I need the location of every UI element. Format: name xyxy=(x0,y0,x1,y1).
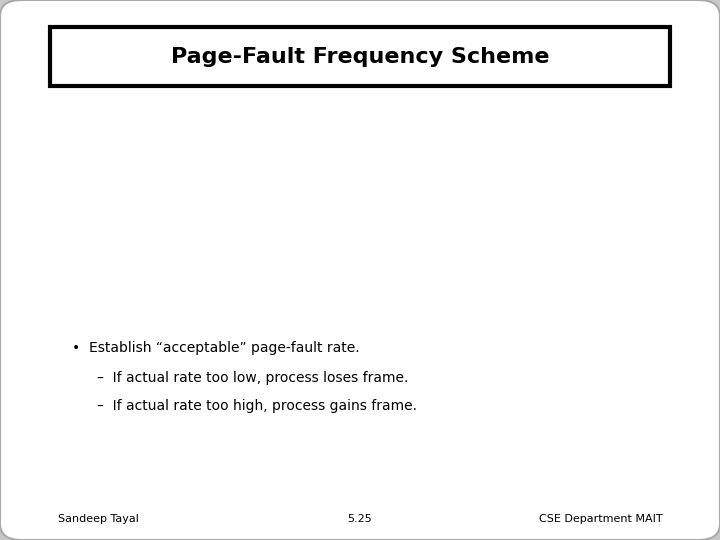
Text: •  Establish “acceptable” page-fault rate.: • Establish “acceptable” page-fault rate… xyxy=(72,341,359,355)
Text: CSE Department MAIT: CSE Department MAIT xyxy=(539,514,662,524)
Text: –  If actual rate too high, process gains frame.: – If actual rate too high, process gains… xyxy=(97,399,417,413)
Text: Sandeep Tayal: Sandeep Tayal xyxy=(58,514,138,524)
Text: lower bound: lower bound xyxy=(420,244,477,252)
Text: 5.25: 5.25 xyxy=(348,514,372,524)
Text: decrease number
of frames: decrease number of frames xyxy=(420,272,500,291)
Text: –  If actual rate too low, process loses frame.: – If actual rate too low, process loses … xyxy=(97,371,408,385)
Text: Page-Fault Frequency Scheme: Page-Fault Frequency Scheme xyxy=(171,46,549,67)
Text: increase number
of frames: increase number of frames xyxy=(420,167,497,187)
Text: page-fault rate: page-fault rate xyxy=(67,177,77,250)
Text: upper bound: upper bound xyxy=(420,184,479,193)
FancyBboxPatch shape xyxy=(50,27,670,86)
Text: number of frames: number of frames xyxy=(259,349,360,360)
